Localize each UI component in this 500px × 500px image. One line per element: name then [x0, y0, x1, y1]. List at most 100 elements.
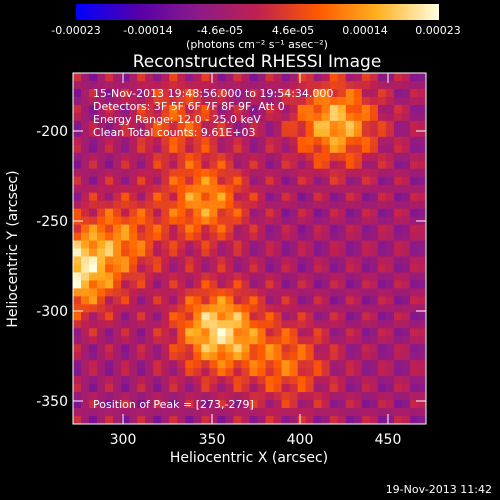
x-tick-label: 400 [287, 432, 314, 448]
heatmap-cell [313, 104, 323, 114]
heatmap-cell [337, 120, 347, 130]
heatmap-cell [153, 368, 162, 377]
heatmap-cell [313, 304, 323, 313]
heatmap-cell [89, 328, 98, 337]
heatmap-cell [273, 144, 283, 154]
heatmap-cell [225, 296, 235, 305]
heatmap-cell [121, 73, 130, 82]
heatmap-cell [393, 288, 403, 297]
heatmap-cell [97, 200, 106, 210]
heatmap-cell [153, 208, 162, 218]
heatmap-cell [129, 240, 138, 250]
heatmap-cell [393, 152, 403, 162]
heatmap-cell [209, 376, 219, 385]
colorbar-tick: -0.00014 [123, 24, 173, 37]
heatmap-cell [241, 312, 251, 321]
heatmap-cell [337, 136, 347, 146]
heatmap-cell [73, 296, 82, 305]
heatmap-cell [153, 73, 162, 82]
heatmap-cell [409, 400, 419, 409]
heatmap-cell [289, 208, 299, 218]
heatmap-cell [137, 400, 146, 409]
heatmap-cell [217, 264, 227, 274]
heatmap-cell [193, 288, 202, 297]
heatmap-cell [337, 368, 347, 377]
heatmap-cell [257, 73, 267, 82]
heatmap-cell [417, 296, 426, 305]
heatmap-cell [113, 296, 122, 305]
heatmap-cell [73, 152, 82, 162]
heatmap-cell [401, 320, 411, 329]
heatmap-cell [361, 368, 371, 377]
heatmap-cell [121, 120, 130, 130]
heatmap-cell [129, 248, 138, 258]
heatmap-cell [289, 160, 299, 170]
heatmap-cell [281, 272, 291, 282]
heatmap-cell [401, 168, 411, 178]
heatmap-cell [353, 80, 363, 90]
heatmap-cell [345, 344, 355, 353]
heatmap-cell [161, 368, 170, 377]
heatmap-cell [297, 416, 307, 424]
heatmap-cell [337, 248, 347, 258]
heatmap-cell [329, 136, 339, 146]
heatmap-cell [257, 144, 267, 154]
heatmap-cell [401, 104, 411, 114]
heatmap-cell [281, 280, 291, 289]
heatmap-cell [185, 384, 194, 393]
heatmap-cell [281, 312, 291, 321]
heatmap-cell [393, 400, 403, 409]
heatmap-cell [369, 80, 379, 90]
heatmap-cell [313, 73, 323, 82]
heatmap-cell [177, 104, 186, 114]
heatmap-cell [289, 248, 299, 258]
heatmap-cell [217, 208, 227, 218]
heatmap-cell [217, 288, 227, 297]
heatmap-cell [241, 408, 251, 417]
heatmap-cell [113, 352, 122, 361]
heatmap-cell [369, 336, 379, 345]
heatmap-cell [313, 208, 323, 218]
heatmap-cell [329, 328, 339, 337]
heatmap-cell [137, 104, 146, 114]
heatmap-cell [201, 280, 210, 289]
heatmap-cell [73, 384, 82, 393]
heatmap-cell [97, 192, 106, 202]
heatmap-cell [217, 304, 227, 313]
heatmap-cell [137, 336, 146, 345]
heatmap-cell [97, 96, 106, 106]
heatmap-cell [353, 288, 363, 297]
heatmap-cell [169, 400, 178, 409]
heatmap-cell [233, 376, 243, 385]
heatmap-cell [81, 144, 90, 154]
heatmap-cell [337, 256, 347, 266]
heatmap-cell [169, 160, 178, 170]
heatmap-cell [361, 376, 371, 385]
heatmap-cell [401, 368, 411, 377]
heatmap-cell [129, 224, 138, 234]
heatmap-cell [297, 168, 307, 178]
heatmap-cell [321, 336, 331, 345]
heatmap-cell [233, 400, 243, 409]
heatmap-cell [313, 224, 323, 234]
heatmap-cell [345, 120, 355, 130]
heatmap-cell [129, 288, 138, 297]
heatmap-cell [329, 96, 339, 106]
heatmap-cell [329, 392, 339, 401]
heatmap-cell [313, 184, 323, 194]
heatmap-cell [137, 320, 146, 329]
heatmap-cell [161, 96, 170, 106]
heatmap-cell [177, 400, 186, 409]
heatmap-cell [385, 160, 395, 170]
heatmap-cell [137, 160, 146, 170]
heatmap-cell [353, 96, 363, 106]
heatmap-cell [313, 200, 323, 210]
heatmap-cell [145, 96, 154, 106]
heatmap-cell [289, 384, 299, 393]
heatmap-cell [241, 352, 251, 361]
heatmap-cell [241, 184, 251, 194]
heatmap-cell [313, 216, 323, 226]
heatmap-cell [241, 208, 251, 218]
heatmap-cell [217, 216, 227, 226]
heatmap-cell [73, 352, 82, 361]
